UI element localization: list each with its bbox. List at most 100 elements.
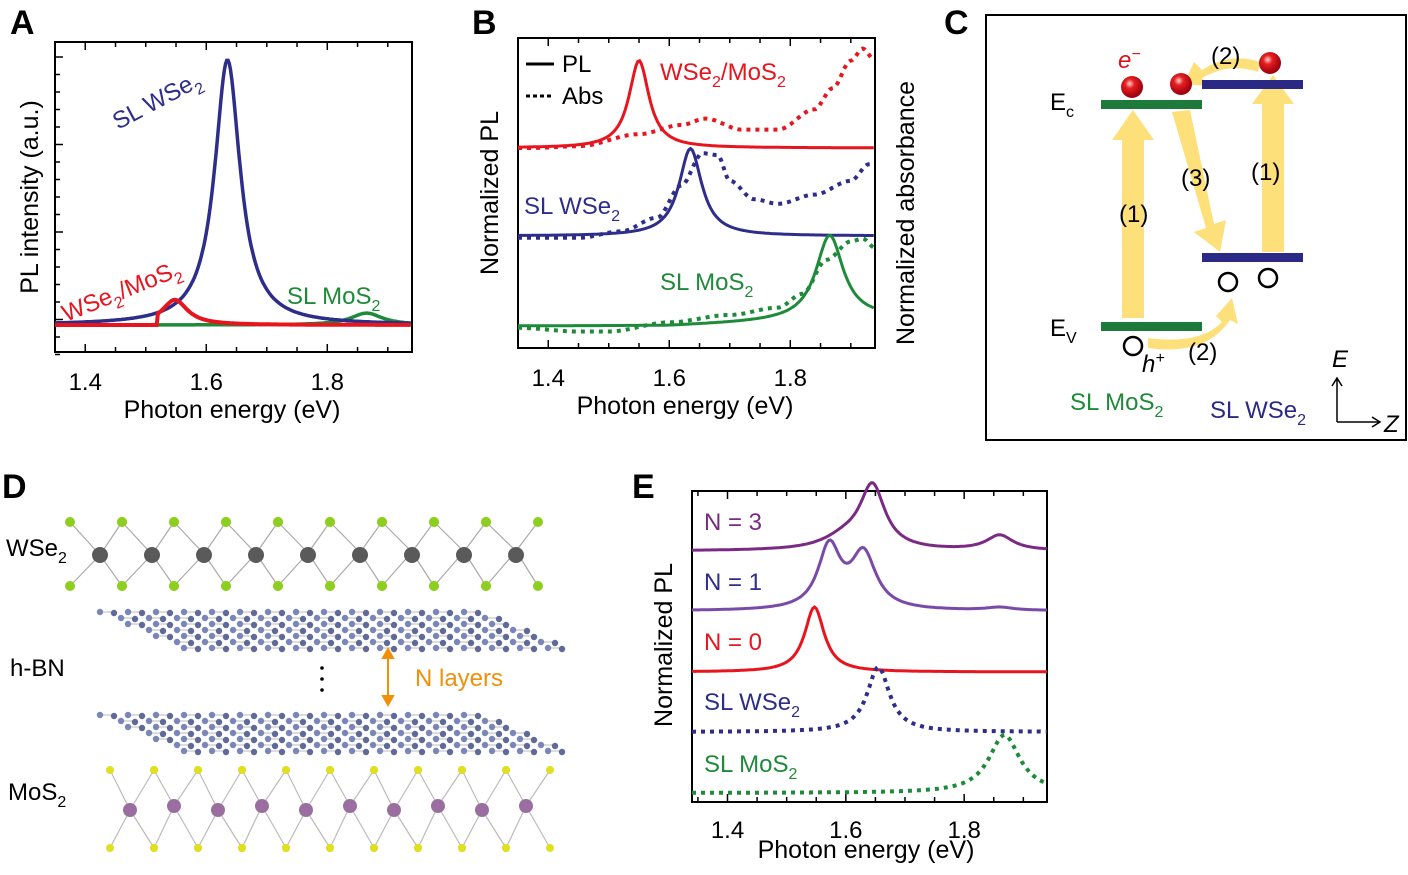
- bn-atom: [201, 741, 209, 749]
- panel-label-a: A: [10, 4, 35, 42]
- hole-label: h+: [1142, 350, 1165, 378]
- bn-atom: [355, 742, 363, 750]
- bn-atom: [194, 633, 202, 641]
- z-axis-arrow: [1337, 416, 1382, 428]
- bn-atom: [425, 626, 433, 634]
- legend-pl: PL: [562, 51, 591, 78]
- bn-atom: [474, 609, 482, 617]
- bn-atom: [194, 712, 202, 720]
- plot-frame: [517, 37, 876, 349]
- bn-atom: [152, 620, 160, 628]
- hole: [1122, 335, 1144, 357]
- bn-atom: [271, 627, 279, 635]
- bn-atom: [481, 638, 489, 646]
- bn-atom: [264, 644, 272, 652]
- bn-atom: [166, 633, 174, 641]
- bn-atom: [201, 638, 209, 646]
- panel-label-c: C: [944, 4, 969, 42]
- bn-atom: [488, 620, 496, 628]
- s-atom: [106, 844, 114, 852]
- bn-atom: [257, 717, 265, 725]
- x-axis-label: Photon energy (eV): [124, 396, 341, 424]
- bn-atom: [397, 741, 405, 749]
- electron-transfer-arrow-3: [1172, 110, 1226, 252]
- bn-atom: [362, 633, 370, 641]
- bn-atom: [446, 712, 454, 720]
- x-ticks: [54, 42, 389, 352]
- panel-e-chart: 1.4 1.6 1.8 Photon energy (eV) Normalize…: [650, 481, 1048, 864]
- bn-atom: [180, 735, 188, 743]
- y-axis-label: Normalized PL: [476, 111, 504, 275]
- s-atom: [502, 766, 510, 774]
- bn-atom: [432, 735, 440, 743]
- bn-atom: [285, 626, 293, 634]
- bn-atom: [369, 717, 377, 725]
- bn-atom: [292, 632, 300, 640]
- bn-atom: [376, 608, 384, 616]
- bn-atom: [166, 736, 174, 744]
- ev-label: EV: [1050, 315, 1077, 347]
- bn-atom: [250, 712, 258, 720]
- x-tick-label: 1.6: [653, 365, 686, 392]
- bn-atom: [327, 718, 335, 726]
- bn-atom: [425, 717, 433, 725]
- bn-atom: [173, 614, 181, 622]
- se-atom: [65, 581, 75, 591]
- series-line-n-1: [691, 538, 1048, 612]
- bn-atom: [390, 748, 398, 756]
- bn-atom: [397, 717, 405, 725]
- bn-atom: [243, 742, 251, 750]
- bn-atom: [467, 615, 475, 623]
- bn-atom: [404, 723, 412, 731]
- bn-atom: [194, 609, 202, 617]
- bn-atom: [236, 735, 244, 743]
- bn-atom: [432, 723, 440, 731]
- bn-atom: [320, 632, 328, 640]
- bn-atom: [306, 712, 314, 720]
- bn-atom: [390, 633, 398, 641]
- bn-atom: [299, 742, 307, 750]
- wse2-conduction-band: [1202, 80, 1303, 89]
- bn-atom: [362, 748, 370, 756]
- bn-atom: [299, 730, 307, 738]
- bn-atom: [159, 627, 167, 635]
- s-atom: [414, 766, 422, 774]
- bn-atom: [236, 632, 244, 640]
- bn-atom: [362, 621, 370, 629]
- bn-atom: [292, 735, 300, 743]
- bn-atom: [551, 639, 559, 647]
- w-atom: [300, 547, 316, 563]
- bn-atom: [313, 638, 321, 646]
- bn-atom: [257, 741, 265, 749]
- diagram-frame: [985, 14, 1407, 441]
- bn-atom: [523, 742, 531, 750]
- s-atom: [502, 844, 510, 852]
- bn-atom: [264, 632, 272, 640]
- bn-atom: [530, 736, 538, 744]
- bn-atom: [194, 724, 202, 732]
- bn-atom: [544, 644, 552, 652]
- bn-atom: [516, 644, 524, 652]
- bn-atom: [278, 633, 286, 641]
- bn-atom: [418, 645, 426, 653]
- bn-atom: [306, 736, 314, 744]
- hole: [1217, 271, 1239, 293]
- bn-atom: [222, 724, 230, 732]
- bn-atom: [474, 633, 482, 641]
- bn-atom: [383, 742, 391, 750]
- bn-atom: [187, 615, 195, 623]
- bn-atom: [208, 723, 216, 731]
- bn-atom: [439, 639, 447, 647]
- bn-atom: [348, 747, 356, 755]
- bn-atom: [376, 747, 384, 755]
- step-label-3: (3): [1181, 165, 1210, 192]
- series-line-wse2-mos2: [55, 297, 411, 327]
- bn-atom: [152, 723, 160, 731]
- bn-atom: [124, 723, 132, 731]
- bn-atom: [446, 645, 454, 653]
- bn-atom: [208, 735, 216, 743]
- bn-atom: [229, 626, 237, 634]
- bn-atom: [369, 626, 377, 634]
- bn-atom: [194, 748, 202, 756]
- bn-atom: [327, 615, 335, 623]
